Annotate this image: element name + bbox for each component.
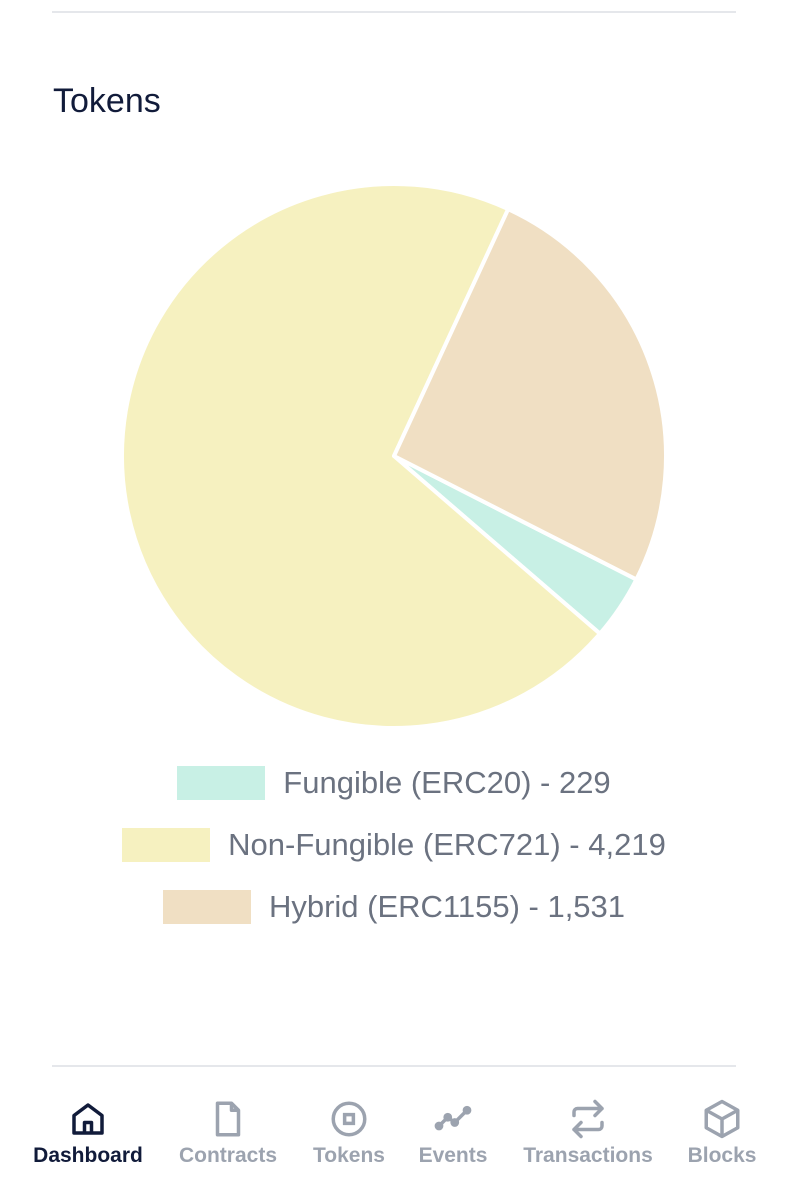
token-icon bbox=[331, 1101, 367, 1137]
nav-label: Dashboard bbox=[33, 1144, 143, 1167]
legend-label: Hybrid (ERC1155) - 1,531 bbox=[268, 889, 626, 924]
pie-slice bbox=[120, 182, 602, 730]
top-divider bbox=[52, 11, 736, 13]
legend-item: Hybrid (ERC1155) - 1,531 bbox=[0, 876, 788, 938]
nav-events[interactable]: Events bbox=[373, 1090, 533, 1168]
events-icon bbox=[434, 1105, 472, 1131]
home-icon bbox=[72, 1103, 104, 1135]
legend-item: Fungible (ERC20) - 229 bbox=[0, 752, 788, 814]
pie-chart bbox=[120, 182, 668, 730]
legend: Fungible (ERC20) - 229 Non-Fungible (ERC7… bbox=[0, 752, 788, 938]
nav-transactions[interactable]: Transactions bbox=[508, 1090, 668, 1168]
file-icon bbox=[215, 1101, 241, 1137]
legend-label: Fungible (ERC20) - 229 bbox=[283, 765, 611, 800]
nav-label: Contracts bbox=[178, 1144, 278, 1167]
section-title: Tokens bbox=[53, 82, 161, 120]
legend-label: Non-Fungible (ERC721) - 4,219 bbox=[228, 827, 666, 862]
nav-label: Transactions bbox=[523, 1144, 653, 1167]
nav-dashboard[interactable]: Dashboard bbox=[8, 1090, 168, 1168]
nav-label: Blocks bbox=[687, 1144, 757, 1167]
legend-swatch bbox=[177, 766, 266, 800]
legend-item: Non-Fungible (ERC721) - 4,219 bbox=[0, 814, 788, 876]
nav-tokens[interactable]: Tokens bbox=[269, 1090, 429, 1168]
nav-contracts[interactable]: Contracts bbox=[148, 1090, 308, 1168]
nav-label: Tokens bbox=[313, 1144, 385, 1167]
bottom-nav: Dashboard Contracts Tokens Events Transa… bbox=[0, 1090, 788, 1190]
bottom-divider bbox=[52, 1065, 736, 1067]
legend-swatch bbox=[162, 890, 251, 924]
cube-icon bbox=[704, 1099, 740, 1139]
swap-icon bbox=[572, 1099, 604, 1139]
pie-slice bbox=[392, 207, 668, 582]
nav-label: Events bbox=[418, 1144, 488, 1167]
nav-blocks[interactable]: Blocks bbox=[642, 1090, 788, 1168]
legend-swatch bbox=[122, 828, 211, 862]
